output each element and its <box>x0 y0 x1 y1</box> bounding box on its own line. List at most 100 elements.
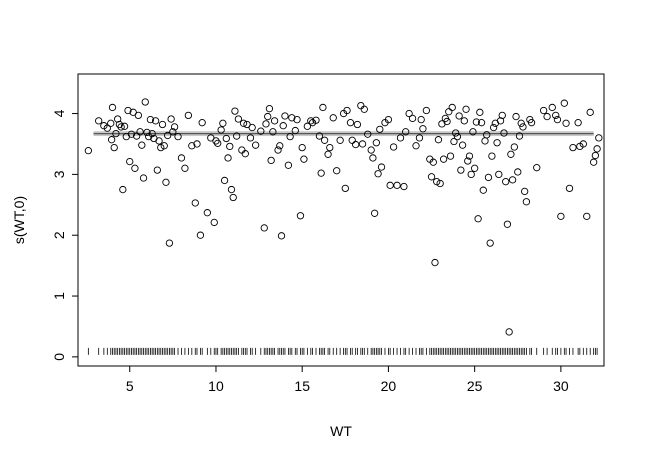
data-point <box>439 155 448 163</box>
data-point <box>455 112 463 120</box>
data-point <box>265 105 274 113</box>
data-point <box>483 131 491 139</box>
data-point <box>521 187 529 196</box>
data-point <box>162 178 170 186</box>
data-point <box>257 127 265 135</box>
data-point <box>170 123 179 131</box>
data-point <box>270 117 279 125</box>
data-point <box>533 164 541 172</box>
data-point <box>372 139 381 147</box>
data-point <box>188 142 196 150</box>
data-point <box>324 150 332 158</box>
data-point <box>539 106 548 115</box>
data-point <box>341 184 349 193</box>
x-tick-label: 15 <box>294 378 310 394</box>
data-point <box>489 123 498 132</box>
data-point <box>296 212 305 220</box>
data-point <box>522 198 531 206</box>
data-point <box>396 134 405 142</box>
data-point <box>274 146 282 154</box>
data-point <box>346 119 355 127</box>
data-point <box>117 123 125 131</box>
data-point <box>495 170 503 179</box>
data-point <box>419 125 427 133</box>
y-tick-label: 3 <box>51 170 67 178</box>
data-point <box>353 120 362 129</box>
data-point <box>343 106 351 115</box>
data-point <box>586 108 594 116</box>
data-point <box>217 126 225 134</box>
data-point <box>412 142 420 150</box>
data-point <box>167 115 175 123</box>
data-point <box>153 166 161 174</box>
data-point <box>119 185 127 194</box>
data-point <box>429 158 437 166</box>
data-point <box>277 232 286 240</box>
data-point <box>165 239 174 247</box>
data-point <box>364 130 372 138</box>
data-point <box>264 112 272 121</box>
data-point <box>184 111 193 120</box>
data-point <box>565 184 574 193</box>
data-point <box>458 141 467 149</box>
data-point <box>431 258 439 267</box>
data-point <box>352 140 360 149</box>
data-point <box>143 128 151 137</box>
data-point <box>231 107 239 115</box>
data-point <box>312 116 320 124</box>
data-point <box>370 209 379 217</box>
data-point <box>246 134 255 142</box>
y-axis-title: s(WT,0) <box>11 196 27 244</box>
data-point <box>377 163 386 171</box>
data-point <box>460 117 468 125</box>
data-point <box>488 152 496 160</box>
data-point <box>148 129 156 138</box>
data-point <box>95 117 103 125</box>
data-point <box>136 128 144 136</box>
data-point <box>527 119 536 127</box>
data-point <box>384 115 393 124</box>
data-point <box>260 224 268 232</box>
data-point <box>595 134 603 142</box>
data-point <box>393 181 401 189</box>
data-point <box>203 209 211 217</box>
data-point <box>333 167 341 175</box>
data-point <box>445 108 453 116</box>
data-point <box>348 136 356 144</box>
data-point <box>131 164 139 172</box>
data-point <box>107 119 115 127</box>
data-point <box>498 111 506 120</box>
data-point <box>471 164 479 172</box>
data-point <box>169 128 177 136</box>
data-point <box>476 108 484 116</box>
data-point <box>543 112 551 121</box>
data-point <box>374 170 382 178</box>
data-point <box>474 215 482 223</box>
x-tick-label: 25 <box>467 378 483 394</box>
data-point <box>446 152 455 160</box>
data-point <box>357 101 365 110</box>
x-tick-label: 10 <box>208 378 224 394</box>
data-point <box>279 122 287 130</box>
data-point <box>233 132 241 140</box>
data-point <box>553 115 562 124</box>
data-point <box>453 133 462 141</box>
plot-frame <box>77 73 605 367</box>
data-point <box>238 146 246 154</box>
data-point <box>181 164 189 172</box>
data-point <box>286 133 294 141</box>
data-point <box>503 220 512 228</box>
y-axis: 0 1 2 3 4 <box>51 109 78 361</box>
data-point <box>417 115 425 124</box>
data-point <box>146 115 155 124</box>
data-point <box>472 118 481 126</box>
data-point <box>514 168 522 176</box>
data-points <box>84 98 603 336</box>
data-point <box>267 156 275 165</box>
rug-marks <box>87 347 598 355</box>
data-point <box>177 154 186 162</box>
data-point <box>151 117 160 125</box>
data-point <box>591 151 600 160</box>
data-point <box>141 98 149 106</box>
